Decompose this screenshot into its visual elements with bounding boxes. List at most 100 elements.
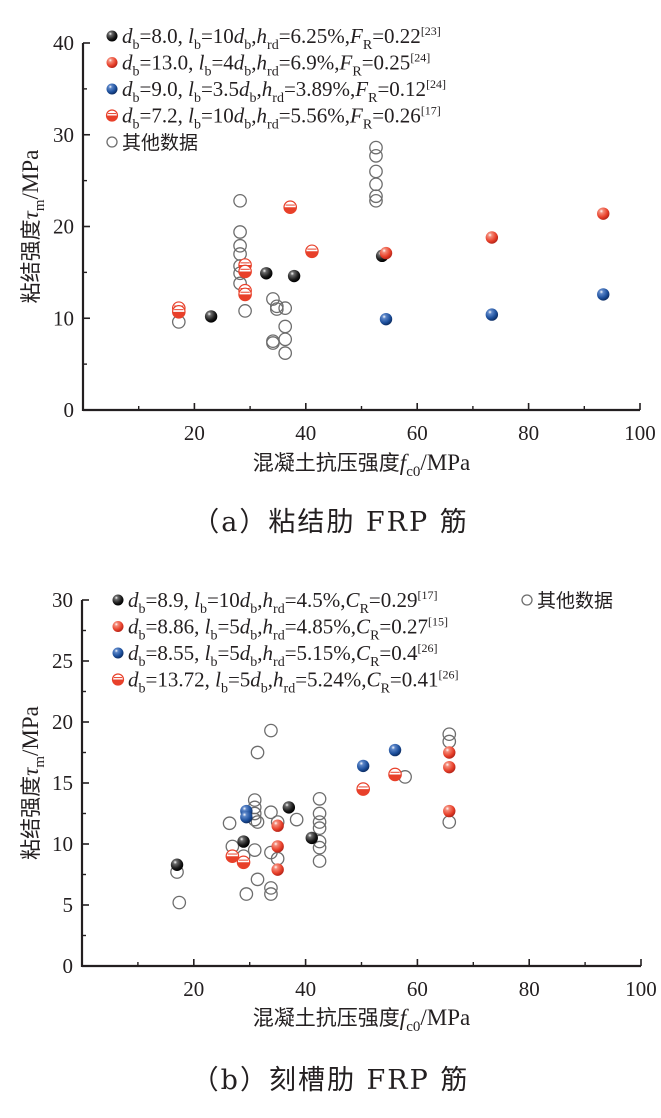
open-circle-marker <box>442 727 457 742</box>
legend-marker-red-filled <box>112 621 124 632</box>
open-circle-marker <box>264 881 278 895</box>
data-point-open-open <box>250 872 265 887</box>
data-point-open-open <box>250 745 265 760</box>
data-point-open-open <box>269 302 284 316</box>
red-sphere-marker <box>443 804 456 818</box>
data-point-red-filled <box>379 246 393 260</box>
data-point-open-open <box>312 854 327 868</box>
data-point-open-open <box>233 225 247 239</box>
data-point-open-open <box>238 304 252 318</box>
half-marker-fill <box>356 789 370 796</box>
data-point-open-open <box>312 806 327 821</box>
legend-marker-black-filled <box>112 594 124 606</box>
x-tick-label: 100 <box>624 421 656 445</box>
x-tick-label: 100 <box>625 977 657 1001</box>
open-circle-marker <box>369 193 383 208</box>
red-sphere-marker <box>112 621 124 632</box>
legend-marker-open <box>521 594 533 606</box>
blue-sphere-marker <box>106 83 118 95</box>
open-circle-marker <box>442 815 457 829</box>
y-tick-label: 0 <box>63 954 74 978</box>
data-point-open-open <box>239 887 254 901</box>
y-tick-label: 25 <box>52 649 73 673</box>
legend-label: db=8.9, lb=10db,hrd=4.5%,CR=0.29[17] <box>128 588 438 617</box>
red-sphere-marker <box>271 819 284 832</box>
data-point-open-open <box>369 164 383 179</box>
half-marker-fill <box>226 856 239 863</box>
data-point-blue-filled <box>379 312 393 326</box>
y-axis-title: 粘结强度τm/MPa <box>18 150 48 304</box>
blue-sphere-marker <box>112 647 124 659</box>
open-circle-marker <box>369 140 383 155</box>
data-point-open-open <box>264 723 278 738</box>
open-circle-marker <box>250 815 265 829</box>
half-marker-fill <box>172 311 186 319</box>
data-point-blue-filled <box>240 810 253 824</box>
open-circle-marker <box>278 319 293 334</box>
blue-sphere-marker <box>597 288 610 301</box>
legend-label-other-data: 其他数据 <box>122 132 198 154</box>
legend-marker-blue-filled <box>106 83 118 95</box>
data-point-black-filled <box>282 801 296 814</box>
open-circle-marker <box>312 792 327 806</box>
data-point-open-open <box>369 193 383 208</box>
red-sphere-marker <box>485 231 499 244</box>
y-tick-label: 10 <box>52 832 73 856</box>
black-sphere-marker <box>170 858 184 871</box>
data-point-open-open <box>250 815 265 829</box>
open-circle-marker <box>238 304 252 318</box>
y-tick-label: 0 <box>64 398 75 422</box>
open-circle-marker <box>312 821 327 835</box>
black-sphere-marker <box>260 267 273 280</box>
data-point-red-half <box>356 782 370 796</box>
data-point-open-open <box>278 346 293 360</box>
legend-label: db=9.0, lb=3.5db,hrd=3.89%,FR=0.12[24] <box>122 77 446 106</box>
legend-label: db=8.0, lb=10db,hrd=6.25%,FR=0.22[23] <box>122 24 441 53</box>
data-point-open-open <box>369 177 383 192</box>
open-circle-marker <box>172 895 187 910</box>
data-points <box>170 723 457 910</box>
data-point-red-half <box>238 287 252 302</box>
open-circle-marker <box>239 887 254 901</box>
data-point-blue-filled <box>388 743 402 757</box>
chart-b-bond-grooved-frp: 20 40 60 80 100 0 5 10 15 20 25 30 db=8.9, lb=10db… <box>18 588 657 1035</box>
open-circle-marker <box>269 302 284 316</box>
data-point-open-open <box>264 805 278 820</box>
black-sphere-marker <box>237 835 250 848</box>
data-point-open-open <box>247 843 262 857</box>
open-circle-marker <box>250 872 265 887</box>
legend-marker-blue-filled <box>112 647 124 659</box>
data-point-open-open <box>442 815 457 829</box>
half-marker-fill <box>284 207 297 214</box>
data-point-open-open <box>264 887 278 901</box>
caption-b: （b）刻槽肋 FRP 筋 <box>191 1065 470 1096</box>
x-tick-label: 20 <box>184 421 205 445</box>
legend-label: db=8.86, lb=5db,hrd=4.85%,CR=0.27[15] <box>128 615 448 644</box>
open-circle-marker <box>369 177 383 192</box>
open-circle-marker <box>247 793 262 807</box>
legend-marker-black-filled <box>106 30 118 42</box>
open-circle-marker <box>250 745 265 760</box>
data-point-open-open <box>266 336 280 350</box>
data-point-open-open <box>312 792 327 806</box>
legend-label: db=13.0, lb=4db,hrd=6.9%,FR=0.25[24] <box>122 51 430 80</box>
data-point-open-open <box>269 299 284 314</box>
data-point-blue-filled <box>597 288 610 301</box>
data-point-black-filled <box>237 835 250 848</box>
data-point-red-filled <box>443 760 456 774</box>
data-point-red-filled <box>443 746 456 759</box>
red-sphere-marker <box>597 207 610 220</box>
data-point-open-open <box>278 301 293 316</box>
legend-marker-red-half <box>105 109 119 122</box>
data-point-red-filled <box>443 804 456 818</box>
open-circle-marker <box>369 164 383 179</box>
half-marker-fill <box>388 774 402 781</box>
open-circle-marker <box>278 301 293 316</box>
red-sphere-marker <box>271 840 284 853</box>
open-circle-marker <box>266 292 280 306</box>
blue-sphere-marker <box>388 743 402 757</box>
open-circle-marker <box>222 816 237 831</box>
red-sphere-marker <box>443 746 456 759</box>
legend-label: db=8.55, lb=5db,hrd=5.15%,CR=0.4[26] <box>128 641 438 670</box>
black-sphere-marker <box>112 594 124 606</box>
